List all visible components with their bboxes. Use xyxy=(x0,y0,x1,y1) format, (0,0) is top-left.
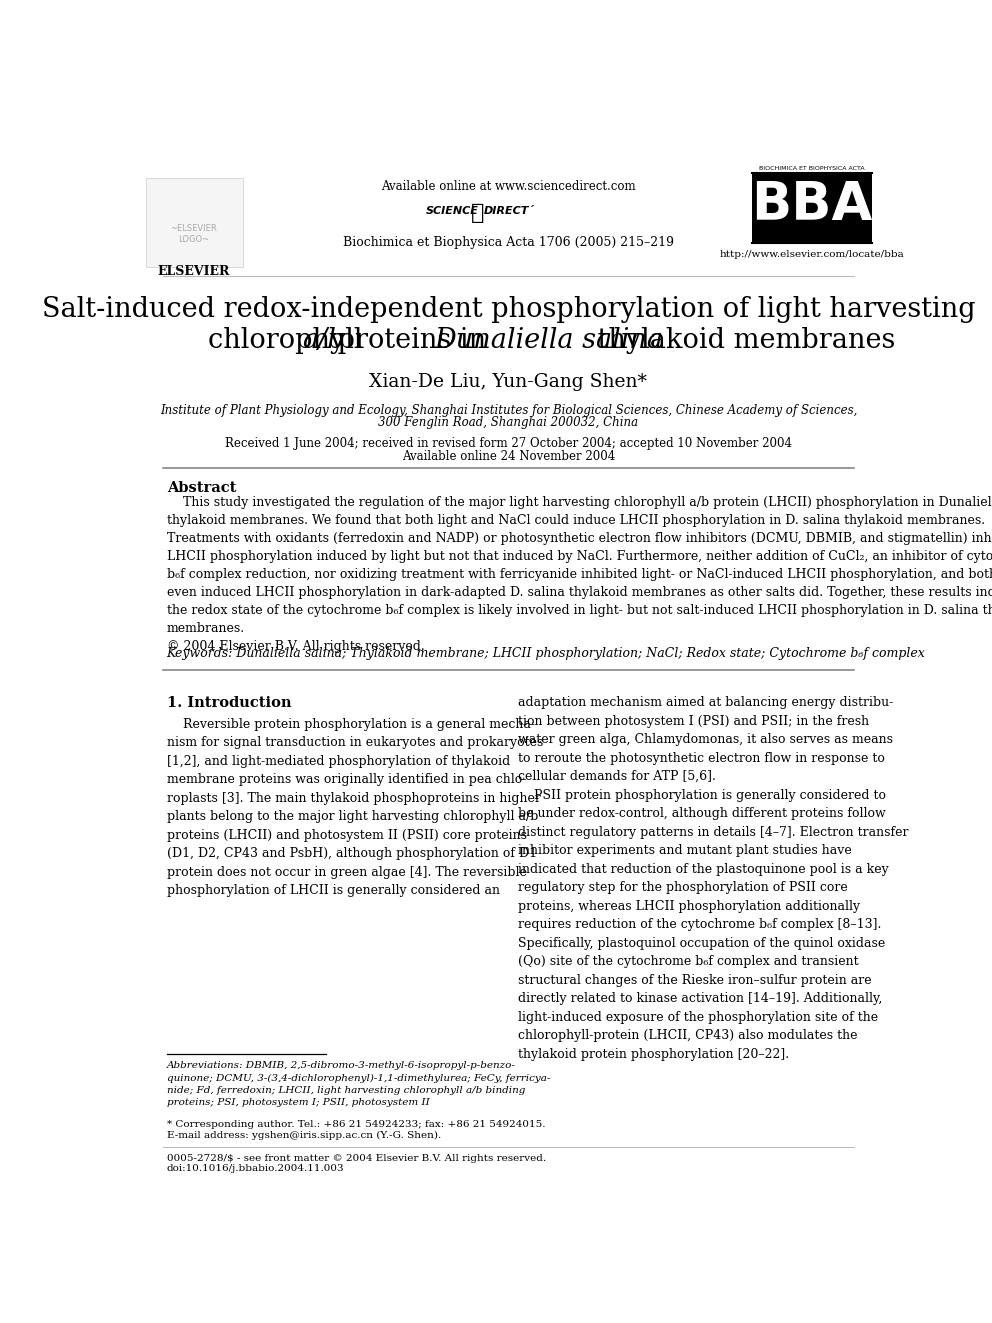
Text: Xian-De Liu, Yun-Gang Shen*: Xian-De Liu, Yun-Gang Shen* xyxy=(369,373,648,390)
Text: SCIENCE: SCIENCE xyxy=(427,206,479,217)
Text: Abstract: Abstract xyxy=(167,480,236,495)
Text: 1. Introduction: 1. Introduction xyxy=(167,696,291,710)
Text: ⓐ: ⓐ xyxy=(471,204,484,224)
Text: adaptation mechanism aimed at balancing energy distribu-
tion between photosyste: adaptation mechanism aimed at balancing … xyxy=(518,696,909,1061)
Text: http://www.elsevier.com/locate/bba: http://www.elsevier.com/locate/bba xyxy=(719,250,904,258)
Text: thylakoid membranes: thylakoid membranes xyxy=(589,327,896,353)
Text: Keywords: Dunaliella salina; Thylakoid membrane; LHCII phosphorylation; NaCl; Re: Keywords: Dunaliella salina; Thylakoid m… xyxy=(167,647,926,660)
Text: Reversible protein phosphorylation is a general mecha-
nism for signal transduct: Reversible protein phosphorylation is a … xyxy=(167,718,543,897)
Text: Dunaliella salina: Dunaliella salina xyxy=(434,327,663,353)
Text: ELSEVIER: ELSEVIER xyxy=(158,265,230,278)
Text: Received 1 June 2004; received in revised form 27 October 2004; accepted 10 Nove: Received 1 June 2004; received in revise… xyxy=(225,438,792,451)
Text: a/b: a/b xyxy=(303,327,345,353)
Text: Biochimica et Biophysica Acta 1706 (2005) 215–219: Biochimica et Biophysica Acta 1706 (2005… xyxy=(343,235,674,249)
Text: E-mail address: ygshen@iris.sipp.ac.cn (Y.-G. Shen).: E-mail address: ygshen@iris.sipp.ac.cn (… xyxy=(167,1130,440,1139)
Text: 300 Fenglin Road, Shanghai 200032, China: 300 Fenglin Road, Shanghai 200032, China xyxy=(378,415,639,429)
Text: Available online at www.sciencedirect.com: Available online at www.sciencedirect.co… xyxy=(381,180,636,193)
Text: Available online 24 November 2004: Available online 24 November 2004 xyxy=(402,450,615,463)
Text: proteins in: proteins in xyxy=(329,327,495,353)
Text: Salt-induced redox-independent phosphorylation of light harvesting: Salt-induced redox-independent phosphory… xyxy=(42,296,975,323)
Text: BIOCHIMICA ET BIOPHYSICA ACTA: BIOCHIMICA ET BIOPHYSICA ACTA xyxy=(759,167,865,171)
Text: doi:10.1016/j.bbabio.2004.11.003: doi:10.1016/j.bbabio.2004.11.003 xyxy=(167,1164,344,1174)
Text: * Corresponding author. Tel.: +86 21 54924233; fax: +86 21 54924015.: * Corresponding author. Tel.: +86 21 549… xyxy=(167,1119,546,1129)
Text: ~ELSEVIER
LOGO~: ~ELSEVIER LOGO~ xyxy=(171,224,217,243)
Text: This study investigated the regulation of the major light harvesting chlorophyll: This study investigated the regulation o… xyxy=(167,496,992,654)
Text: DIRECT´: DIRECT´ xyxy=(484,206,535,217)
Bar xyxy=(752,172,872,242)
Text: Abbreviations: DBMIB, 2,5-dibromo-3-methyl-6-isopropyl-p-benzo-
quinone; DCMU, 3: Abbreviations: DBMIB, 2,5-dibromo-3-meth… xyxy=(167,1061,550,1107)
Text: 0005-2728/$ - see front matter © 2004 Elsevier B.V. All rights reserved.: 0005-2728/$ - see front matter © 2004 El… xyxy=(167,1154,546,1163)
Bar xyxy=(146,179,243,266)
Text: Institute of Plant Physiology and Ecology, Shanghai Institutes for Biological Sc: Institute of Plant Physiology and Ecolog… xyxy=(160,404,857,417)
Text: chlorophyll: chlorophyll xyxy=(207,327,371,353)
Text: BBA: BBA xyxy=(751,179,873,230)
